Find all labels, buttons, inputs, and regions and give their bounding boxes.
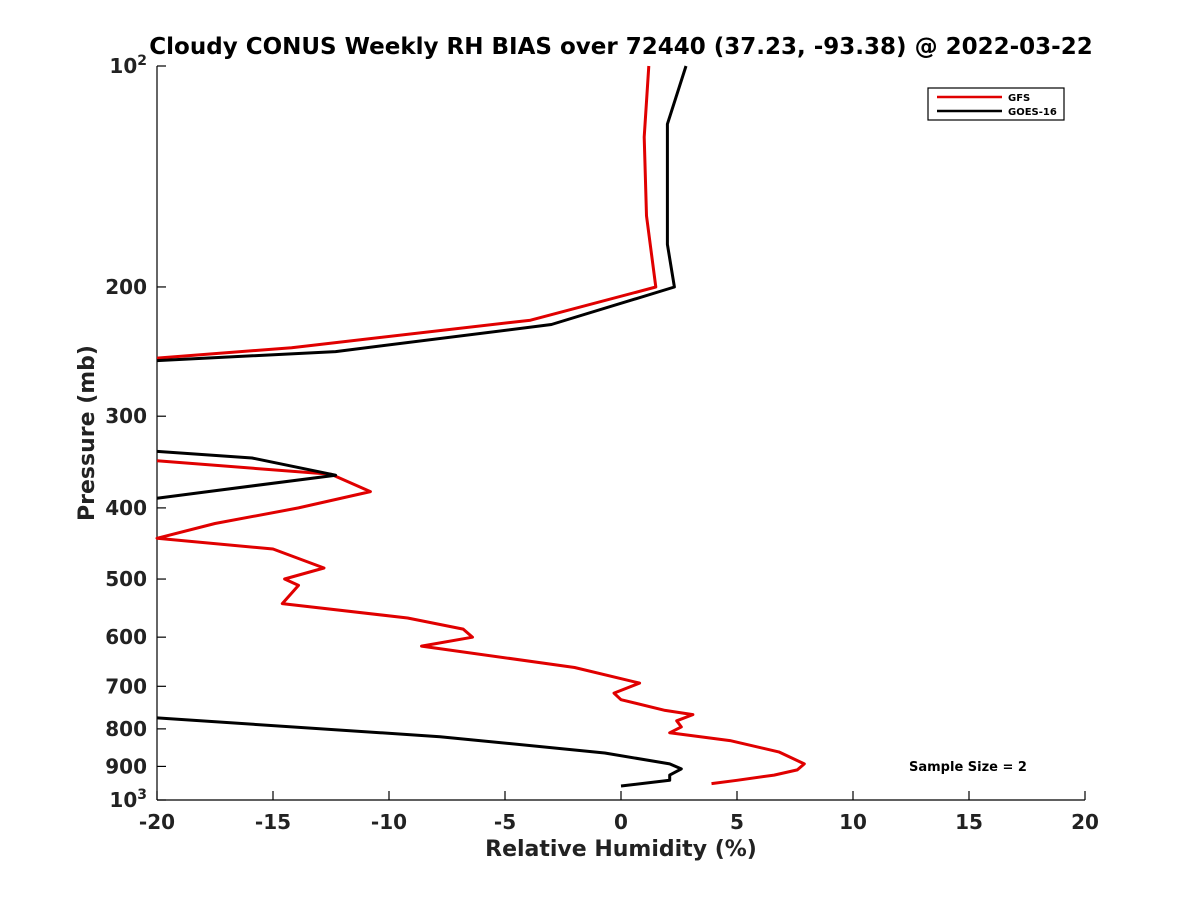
- y-axis-label: Pressure (mb): [75, 345, 100, 521]
- series-line-goes-16: [156, 65, 688, 363]
- y-axis-ticks: 102 200 300 400 500 600 700 800 900 103: [105, 53, 166, 812]
- series-line-goes-16: [156, 716, 683, 788]
- y-tick-label: 103: [109, 787, 147, 812]
- legend-label: GFS: [1008, 93, 1030, 104]
- legend-label: GOES-16: [1008, 107, 1057, 118]
- x-tick-label: 0: [614, 810, 628, 834]
- series-line-goes-16: [156, 449, 338, 500]
- x-tick-label: -10: [371, 810, 407, 834]
- y-tick-label: 800: [105, 717, 147, 741]
- x-tick-label: -20: [139, 810, 175, 834]
- x-tick-label: 15: [955, 810, 983, 834]
- x-tick-label: 20: [1071, 810, 1099, 834]
- y-tick-label: 200: [105, 275, 147, 299]
- x-tick-label: 5: [730, 810, 744, 834]
- x-axis-ticks: -20 -15 -10 -5 0 5 10 15 20: [139, 791, 1099, 834]
- y-tick-label: 500: [105, 567, 147, 591]
- y-tick-label: 400: [105, 496, 147, 520]
- x-tick-label: -15: [255, 810, 291, 834]
- x-axis-label: Relative Humidity (%): [485, 837, 757, 862]
- y-tick-label: 102: [109, 53, 147, 78]
- y-tick-label: 900: [105, 754, 147, 778]
- y-tick-label: 300: [105, 404, 147, 428]
- y-tick-label: 700: [105, 674, 147, 698]
- x-tick-label: -5: [494, 810, 516, 834]
- y-tick-label: 600: [105, 625, 147, 649]
- legend-box: [927, 87, 1065, 121]
- legend: GFS GOES-16: [927, 87, 1065, 121]
- chart-title: Cloudy CONUS Weekly RH BIAS over 72440 (…: [149, 34, 1092, 60]
- series-line-gfs: [156, 65, 658, 360]
- series-line-gfs: [155, 459, 806, 786]
- x-tick-label: 10: [839, 810, 867, 834]
- sample-size-annotation: Sample Size = 2: [909, 760, 1027, 775]
- series-layer: [155, 65, 806, 788]
